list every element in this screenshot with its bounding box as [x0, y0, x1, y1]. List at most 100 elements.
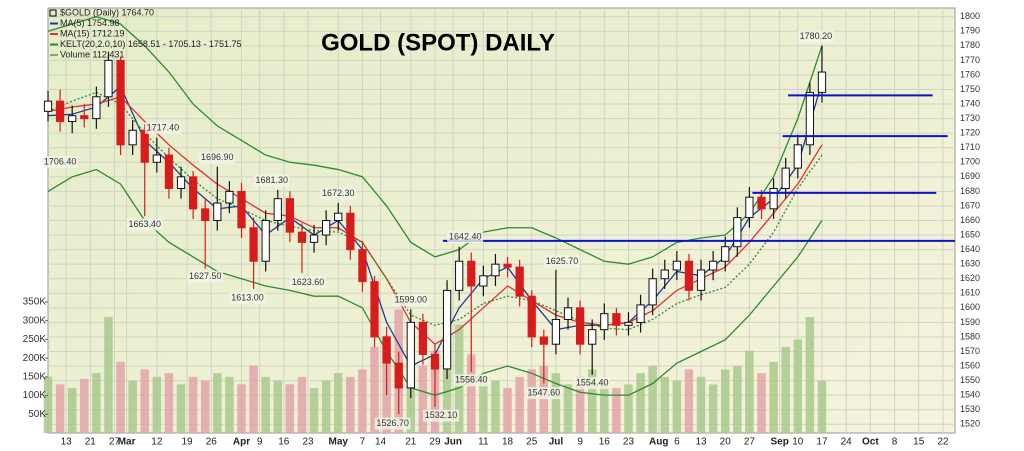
y-tick-label: 1680 — [960, 186, 980, 196]
volume-bar — [624, 384, 633, 433]
x-tick-label: 21 — [85, 437, 97, 448]
legend-swatch — [49, 9, 57, 17]
y-tick-label: 1560 — [960, 360, 980, 370]
volume-bar — [733, 365, 742, 433]
volume-bar — [442, 343, 452, 433]
candle-body — [648, 278, 657, 306]
volume-bar — [769, 361, 778, 433]
x-tick-label: Mar — [118, 437, 136, 448]
candle-body — [612, 313, 621, 326]
x-tick-label: 14 — [375, 437, 387, 448]
legend-label: MA(5) 1754.98 — [60, 18, 120, 28]
candle-body — [467, 260, 476, 287]
y-tick-label: 1750 — [960, 84, 980, 94]
x-tick-label: Oct — [862, 437, 879, 448]
candle-body — [176, 176, 186, 189]
price-label-bg — [253, 174, 290, 187]
price-label: 1696.90 — [201, 152, 234, 162]
volume-bar — [672, 380, 682, 433]
x-tick-label: Aug — [649, 437, 668, 448]
x-tick-label: 20 — [720, 437, 732, 448]
volume-bar — [817, 380, 827, 433]
volume-bar — [503, 388, 512, 433]
candle-body — [672, 260, 681, 271]
volume-bar — [418, 365, 428, 433]
volume-bar — [273, 380, 283, 433]
candle-body — [128, 129, 137, 146]
volume-bar — [225, 376, 234, 433]
candle-body — [92, 96, 101, 120]
volume-bar — [587, 369, 597, 433]
price-label-bg — [574, 377, 611, 390]
candle-body — [152, 154, 161, 163]
y-tick-label: 1610 — [960, 288, 980, 298]
y2-tick-label: 150K — [23, 371, 47, 382]
y2-tick-label: 250K — [23, 334, 47, 345]
price-label-bg — [525, 387, 562, 400]
price-label: 1613.00 — [231, 292, 264, 302]
volume-bar — [563, 384, 573, 433]
candle-body — [600, 313, 609, 331]
candle-body — [334, 212, 343, 221]
candle-body — [237, 190, 246, 229]
volume-bar — [370, 346, 379, 433]
volume-bar — [805, 316, 815, 433]
y-tick-label: 1790 — [960, 26, 980, 36]
price-label-bg — [797, 30, 834, 43]
candle-body — [491, 263, 500, 277]
y-tick-label: 1530 — [960, 404, 980, 414]
y-tick-label: 1780 — [960, 40, 980, 50]
volume-bar — [297, 376, 307, 433]
candle-body — [261, 220, 270, 262]
y-tick-label: 1710 — [960, 142, 980, 152]
candle-body — [757, 196, 766, 210]
x-tick-label: 27 — [744, 437, 756, 448]
x-tick-label: 18 — [502, 437, 514, 448]
price-label-bg — [187, 270, 224, 283]
candle-body — [793, 144, 802, 169]
x-tick-label: 8 — [892, 437, 898, 448]
x-tick-label: 12 — [151, 437, 163, 448]
volume-bar — [104, 316, 113, 433]
y-tick-label: 1770 — [960, 55, 980, 65]
volume-bar — [491, 380, 500, 433]
candle-body — [140, 129, 149, 163]
volume-bar — [600, 380, 609, 433]
candle-body — [684, 260, 694, 291]
volume-bar — [261, 376, 270, 433]
y-tick-label: 1650 — [960, 229, 980, 239]
x-tick-label: 9 — [257, 437, 263, 448]
price-label-bg — [320, 187, 357, 200]
candle-body — [201, 208, 210, 222]
x-tick-label: 13 — [61, 437, 73, 448]
volume-bar — [551, 373, 561, 433]
y-tick-label: 1590 — [960, 317, 980, 327]
x-tick-label: 9 — [577, 437, 583, 448]
volume-bar — [696, 376, 706, 433]
x-tick-label: 10 — [792, 437, 804, 448]
volume-bar — [249, 365, 258, 433]
price-label-bg — [144, 121, 181, 134]
volume-bar — [176, 384, 186, 433]
y2-tick-label: 50K — [28, 409, 46, 420]
y-tick-label: 1630 — [960, 259, 980, 269]
volume-bar — [321, 380, 331, 433]
candle-body — [213, 202, 222, 221]
candle-body — [515, 266, 524, 297]
price-label-bg — [126, 218, 163, 231]
y-tick-label: 1730 — [960, 113, 980, 123]
candle-body — [721, 246, 730, 262]
candle-body — [43, 100, 53, 112]
annotation-layer: 1706.40 1717.40 1663.40 1696.90 1627.50 1613.… — [42, 30, 955, 430]
x-tick-label: 29 — [429, 437, 441, 448]
volume-bar — [636, 373, 645, 433]
volume-bar — [575, 376, 585, 433]
candle-body — [551, 318, 561, 345]
y-tick-label: 1740 — [960, 98, 980, 108]
candle-body — [394, 362, 403, 389]
volume-bar — [67, 388, 77, 433]
volume-bar — [164, 373, 174, 433]
candle-body — [805, 91, 815, 146]
x-tick-label: 7 — [360, 437, 366, 448]
candle-body — [696, 269, 706, 291]
